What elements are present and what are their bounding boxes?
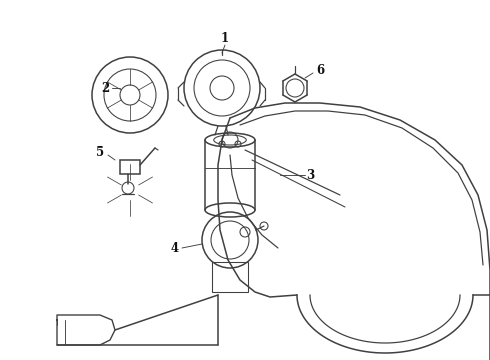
Text: 1: 1 bbox=[221, 32, 229, 45]
Text: 6: 6 bbox=[316, 63, 324, 77]
Text: 3: 3 bbox=[306, 168, 314, 181]
Bar bbox=[212, 262, 248, 292]
Bar bbox=[120, 160, 140, 174]
Text: 4: 4 bbox=[171, 242, 179, 255]
Text: 5: 5 bbox=[96, 145, 104, 158]
Text: 2: 2 bbox=[101, 81, 109, 95]
